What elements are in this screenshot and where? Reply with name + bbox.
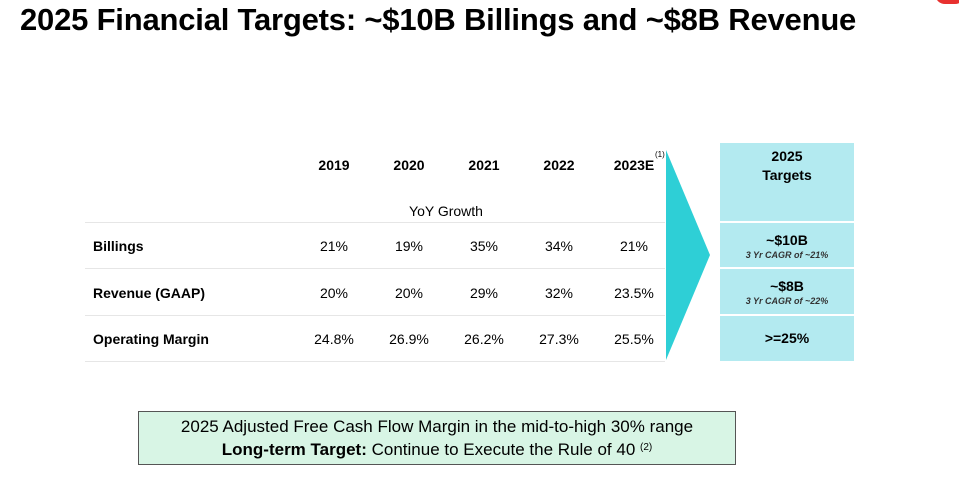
operating-margin-2022: 27.3% (539, 331, 579, 347)
page-title: 2025 Financial Targets: ~$10B Billings a… (20, 2, 857, 37)
billings-2019: 21% (319, 238, 349, 254)
target-revenue-value: ~$8B (770, 278, 804, 294)
targets-divider (720, 221, 854, 223)
revenue-2019: 20% (319, 285, 349, 301)
rule-of-40-footnote: (2) (640, 442, 653, 453)
row-divider (85, 222, 665, 223)
year-header-2019: 2019 (318, 157, 350, 173)
long-term-target-text: Long-term Target: Continue to Execute th… (139, 440, 735, 460)
billings-2021: 35% (469, 238, 499, 254)
year-header-2020: 2020 (393, 157, 425, 173)
revenue-2022: 32% (544, 285, 574, 301)
long-term-target-label: Long-term Target: (221, 440, 367, 459)
year-header-2023e: 2023E (613, 157, 655, 173)
row-divider (85, 361, 665, 362)
operating-margin-2019: 24.8% (314, 331, 354, 347)
row-label-billings: Billings (93, 238, 144, 254)
row-divider (85, 315, 665, 316)
operating-margin-2023e: 25.5% (614, 331, 654, 347)
targets-column: 2025 Targets ~$10B 3 Yr CAGR of ~21% ~$8… (720, 143, 854, 361)
operating-margin-2021: 26.2% (464, 331, 504, 347)
long-term-target-detail: Continue to Execute the Rule of 40 (366, 440, 636, 459)
row-divider (85, 268, 665, 269)
billings-2022: 34% (544, 238, 574, 254)
revenue-2023e: 23.5% (614, 285, 654, 301)
target-revenue-note: 3 Yr CAGR of ~22% (745, 296, 829, 306)
row-label-operating-margin: Operating Margin (93, 331, 209, 347)
row-label-revenue: Revenue (GAAP) (93, 285, 206, 301)
corner-accent (935, 0, 959, 4)
target-operating-margin-value: >=25% (764, 330, 810, 346)
target-billings-value: ~$10B (766, 232, 808, 248)
billings-2023e: 21% (619, 238, 649, 254)
revenue-2020: 20% (394, 285, 424, 301)
targets-divider (720, 267, 854, 269)
fcf-margin-text: 2025 Adjusted Free Cash Flow Margin in t… (180, 417, 694, 436)
revenue-2021: 29% (469, 285, 499, 301)
year-header-2022: 2022 (543, 157, 575, 173)
year-header-2021: 2021 (468, 157, 500, 173)
chevron-arrow-icon (666, 150, 710, 360)
targets-header: 2025 Targets (762, 148, 812, 183)
estimate-footnote: (1) (655, 150, 665, 159)
billings-2020: 19% (394, 238, 424, 254)
yoy-growth-label: YoY Growth (409, 203, 483, 219)
targets-divider (720, 314, 854, 316)
target-billings-note: 3 Yr CAGR of ~21% (745, 250, 829, 260)
operating-margin-2020: 26.9% (389, 331, 429, 347)
fcf-note-box: 2025 Adjusted Free Cash Flow Margin in t… (138, 411, 736, 465)
